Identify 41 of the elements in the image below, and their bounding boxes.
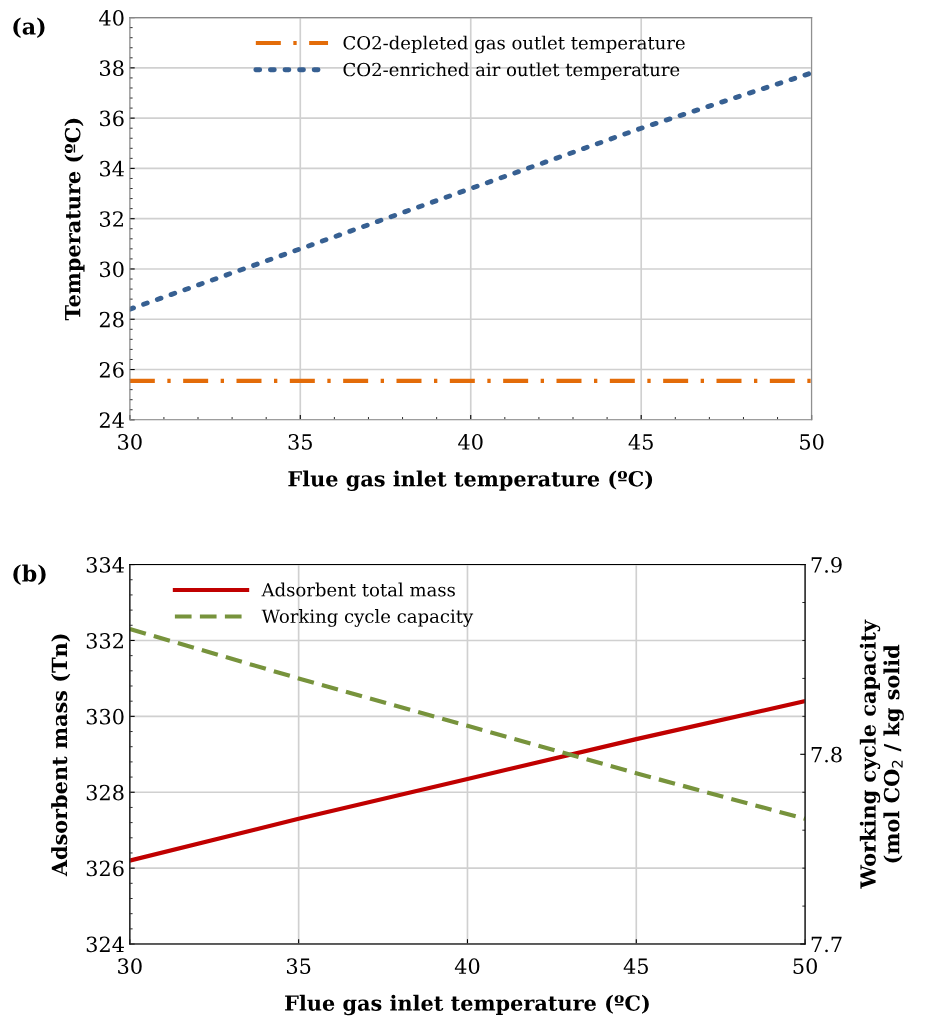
y-tick-label: 32: [100, 211, 123, 227]
x-tick-label: 45: [623, 958, 648, 975]
x-axis-title: Flue gas inlet temperature (ºC): [285, 994, 649, 1016]
legend-label: Working cycle capacity: [261, 609, 474, 627]
y-tick-label: 28: [99, 311, 124, 328]
y-tick-label: 328: [86, 784, 124, 801]
x-tick-label: 35: [286, 958, 311, 975]
y-tick-label: 24: [99, 412, 124, 428]
line-series: [129, 699, 806, 863]
y-tick-label: 40: [99, 10, 124, 26]
y2-axis-title: Working cycle capacity (mol CO$_{2}$ / kg solid: [859, 619, 904, 889]
x-tick-label: 50: [800, 434, 824, 450]
x-tick-label: 40: [454, 958, 480, 975]
legend-label: Adsorbent total mass: [261, 582, 455, 597]
y-tick-label: 26: [99, 361, 124, 378]
x-tick-label: 40: [458, 434, 483, 450]
y-axis-title: Temperature (ºC): [64, 118, 85, 321]
y-tick-label: 326: [86, 860, 124, 877]
x-tick-label: 50: [793, 958, 817, 975]
y-tick-label: 38: [100, 60, 124, 77]
chart-title: (a): [13, 17, 45, 38]
chart-title: (b): [13, 564, 46, 585]
x-tick-label: 45: [628, 434, 653, 450]
y2-tick-label: 7.9: [811, 557, 842, 573]
y-tick-label: 30: [100, 261, 124, 278]
y-tick-label: 332: [86, 632, 123, 649]
legend-label: CO2-depleted gas outlet temperature: [343, 35, 685, 54]
y2-tick-label: 7.8: [811, 746, 842, 763]
y-tick-label: 324: [86, 936, 124, 953]
y-axis-title: Adsorbent mass (Tn): [51, 634, 71, 877]
x-tick-label: 35: [288, 434, 312, 450]
legend-label: CO2-enriched air outlet temperature: [343, 62, 680, 80]
x-tick-label: 30: [118, 434, 142, 450]
y-tick-label: 334: [86, 557, 124, 573]
x-axis-title: Flue gas inlet temperature (ºC): [288, 470, 653, 491]
y-tick-label: 36: [100, 110, 124, 127]
y-tick-label: 330: [86, 708, 124, 725]
y2-tick-label: 7.7: [811, 936, 842, 953]
y-tick-label: 34: [100, 160, 124, 177]
line-series: [129, 626, 806, 821]
x-tick-label: 30: [118, 958, 142, 975]
